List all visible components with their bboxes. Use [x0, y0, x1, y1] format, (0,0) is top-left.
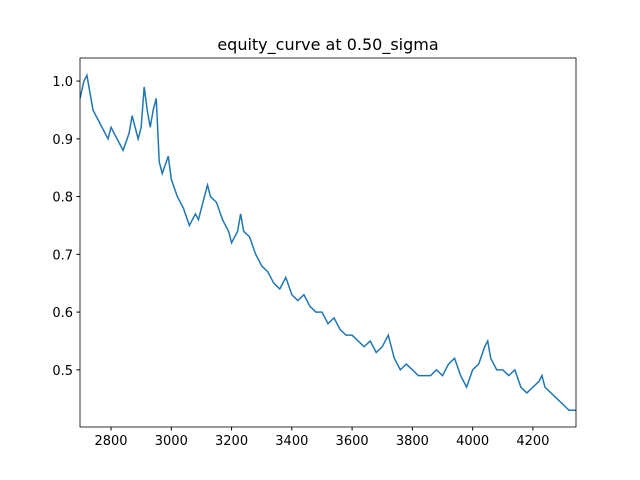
y-tick-label: 1.0: [52, 75, 73, 90]
x-tick-label: 3200: [215, 434, 248, 449]
x-tick-label: 3800: [396, 434, 429, 449]
x-tick-label: 3600: [336, 434, 369, 449]
x-tick-label: 3400: [275, 434, 308, 449]
x-tick-label: 2800: [94, 434, 127, 449]
y-tick-label: 0.5: [52, 364, 73, 379]
line: [80, 73, 576, 411]
y-tick-label: 0.9: [52, 133, 73, 148]
y-tick-label: 0.7: [52, 248, 73, 263]
x-tick-label: 4200: [516, 434, 549, 449]
y-tick-label: 0.6: [52, 306, 73, 321]
x-tick-label: 3000: [155, 434, 188, 449]
plot-frame: [79, 57, 577, 428]
x-tick-label: 4000: [456, 434, 489, 449]
y-tick-label: 0.8: [52, 191, 73, 206]
chart-title: equity_curve at 0.50_sigma: [217, 35, 438, 55]
